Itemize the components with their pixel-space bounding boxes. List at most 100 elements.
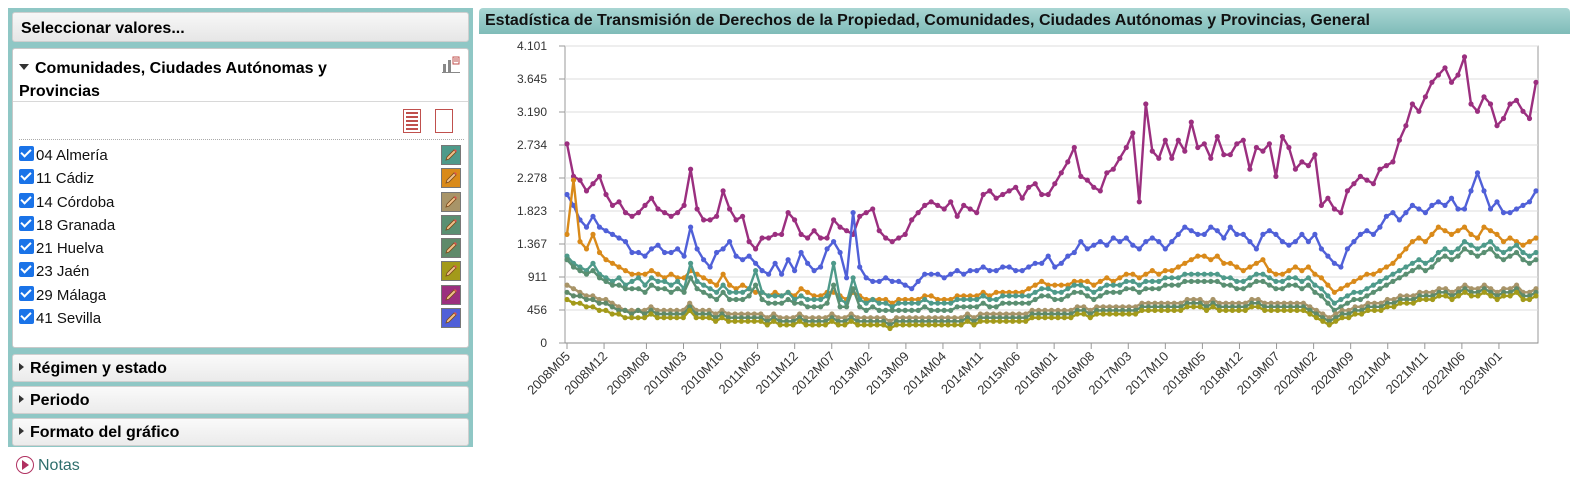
data-point — [1234, 286, 1240, 292]
data-point — [577, 264, 583, 270]
data-point — [1058, 260, 1064, 266]
data-point — [655, 206, 661, 212]
data-point — [1023, 311, 1029, 317]
checkbox[interactable] — [19, 309, 34, 325]
data-point — [583, 246, 590, 252]
data-point — [1158, 304, 1164, 310]
section-formato[interactable]: Formato del gráfico — [12, 418, 469, 446]
section-title[interactable]: Comunidades, Ciudades Autónomas y Provin… — [19, 57, 399, 103]
data-point — [922, 202, 928, 208]
checkbox[interactable] — [19, 285, 34, 301]
data-point — [687, 300, 693, 306]
data-point — [1481, 282, 1487, 288]
checkbox[interactable] — [19, 169, 34, 185]
data-point — [603, 296, 609, 303]
section-periodo[interactable]: Periodo — [12, 386, 469, 414]
data-point — [570, 286, 577, 292]
data-point — [772, 289, 778, 295]
data-point — [1023, 315, 1029, 321]
data-point — [596, 307, 602, 313]
data-point — [590, 181, 596, 187]
data-point — [900, 322, 906, 328]
data-point — [997, 318, 1003, 324]
data-point — [1003, 318, 1009, 324]
color-pencil-icon[interactable] — [441, 191, 461, 212]
data-point — [863, 307, 869, 313]
checkbox[interactable] — [19, 192, 34, 208]
color-pencil-icon[interactable] — [441, 214, 461, 235]
data-point — [1208, 271, 1214, 277]
data-point — [1307, 304, 1313, 310]
data-point — [1357, 296, 1363, 303]
bar-chart-icon[interactable] — [442, 55, 460, 73]
data-point — [954, 213, 960, 219]
data-point — [870, 296, 876, 303]
data-point — [740, 282, 746, 288]
color-pencil-icon[interactable] — [441, 168, 461, 189]
data-point — [1533, 286, 1539, 292]
data-point — [1448, 195, 1455, 201]
data-point — [1178, 307, 1184, 313]
data-point — [1162, 275, 1168, 281]
data-point — [564, 282, 570, 288]
data-point — [1390, 210, 1396, 216]
color-pencil-icon[interactable] — [441, 145, 461, 165]
data-point — [1299, 278, 1305, 284]
data-point — [1117, 239, 1123, 245]
data-point — [971, 322, 977, 328]
data-point — [1500, 115, 1507, 122]
data-point — [1307, 311, 1313, 317]
data-point — [868, 318, 874, 324]
data-point — [1253, 144, 1259, 151]
data-point — [1019, 195, 1025, 201]
data-point — [1175, 282, 1181, 288]
checkbox[interactable] — [19, 146, 34, 161]
data-point — [824, 246, 830, 252]
data-point — [662, 249, 668, 256]
data-point — [681, 289, 687, 295]
data-point — [1143, 271, 1149, 277]
data-point — [635, 315, 641, 321]
data-point — [1266, 275, 1272, 281]
data-point — [1416, 257, 1422, 263]
data-point — [1417, 296, 1423, 303]
data-point — [1061, 315, 1067, 321]
data-point — [1364, 177, 1370, 183]
data-point — [1162, 137, 1168, 143]
data-point — [797, 315, 803, 321]
data-point — [1281, 300, 1287, 306]
data-point — [1266, 268, 1272, 274]
checkbox[interactable] — [19, 215, 34, 231]
color-pencil-icon[interactable] — [441, 284, 461, 305]
data-point — [857, 304, 863, 310]
data-point — [719, 311, 725, 317]
color-pencil-icon[interactable] — [441, 308, 461, 329]
data-point — [1294, 307, 1300, 313]
data-point — [974, 268, 980, 274]
data-point — [1143, 278, 1149, 284]
data-point — [876, 296, 882, 303]
checkbox[interactable] — [19, 239, 34, 255]
data-point — [1126, 311, 1132, 317]
data-point — [753, 268, 759, 274]
data-point — [688, 224, 694, 230]
data-point — [1275, 304, 1281, 310]
data-point — [977, 318, 983, 324]
checkbox[interactable] — [19, 262, 34, 278]
section-regimen[interactable]: Régimen y estado — [12, 354, 469, 382]
select-none-icon[interactable] — [435, 109, 453, 133]
data-point — [1191, 300, 1197, 306]
data-point — [1481, 188, 1487, 194]
data-point — [1429, 257, 1435, 263]
data-point — [1260, 231, 1266, 237]
data-point — [583, 304, 589, 310]
data-point — [1234, 141, 1240, 147]
select-all-icon[interactable] — [403, 109, 421, 133]
data-point — [714, 249, 720, 256]
data-point — [1357, 231, 1363, 237]
notas-link[interactable]: Notas — [16, 456, 80, 475]
color-pencil-icon[interactable] — [441, 261, 461, 282]
color-pencil-icon[interactable] — [441, 238, 461, 259]
data-point — [564, 253, 570, 259]
data-point — [909, 300, 915, 306]
